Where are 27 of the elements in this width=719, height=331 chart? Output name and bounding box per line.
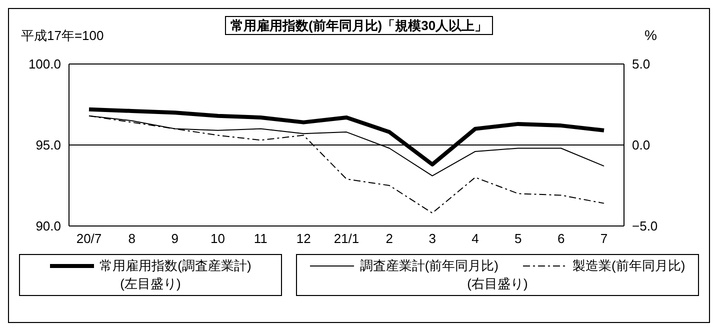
x-tick-label: 8 (128, 231, 136, 246)
y2-tick-label: 5.0 (632, 56, 650, 72)
x-tick-label: 20/7 (76, 231, 102, 246)
y-tick-label: 100.0 (28, 56, 61, 72)
x-tick-label: 7 (600, 231, 608, 246)
x-tick-label: 21/1 (334, 231, 360, 246)
legend-label: 製造業(前年同月比) (572, 257, 686, 275)
x-tick-label: 2 (386, 231, 394, 246)
text: (右目盛り) (466, 275, 529, 293)
y2-tick-label: −5.0 (632, 218, 658, 234)
x-tick-label: 3 (428, 231, 436, 246)
legend-label: 調査産業計(前年同月比) (360, 257, 498, 275)
y-tick-label: 95.0 (36, 138, 61, 153)
x-tick-label: 9 (171, 231, 178, 246)
y-tick-label: 90.0 (36, 218, 61, 234)
x-tick-label: 5 (514, 231, 522, 246)
x-tick-label: 10 (210, 231, 225, 246)
y2-tick-label: 0.0 (632, 138, 650, 153)
y2-axis-title: % (644, 27, 657, 43)
text: (左目盛り) (119, 275, 182, 293)
chart-title: 常用雇用指数(前年同月比)「規模30人以上」 (225, 16, 493, 35)
x-tick-label: 4 (472, 231, 479, 246)
x-tick-label: 6 (557, 231, 565, 246)
x-tick-label: 11 (254, 231, 268, 246)
y-axis-title: 平成17年=100 (21, 27, 104, 45)
legend-label: 常用雇用指数(調査産業計) (100, 257, 252, 275)
x-tick-label: 12 (296, 231, 311, 246)
